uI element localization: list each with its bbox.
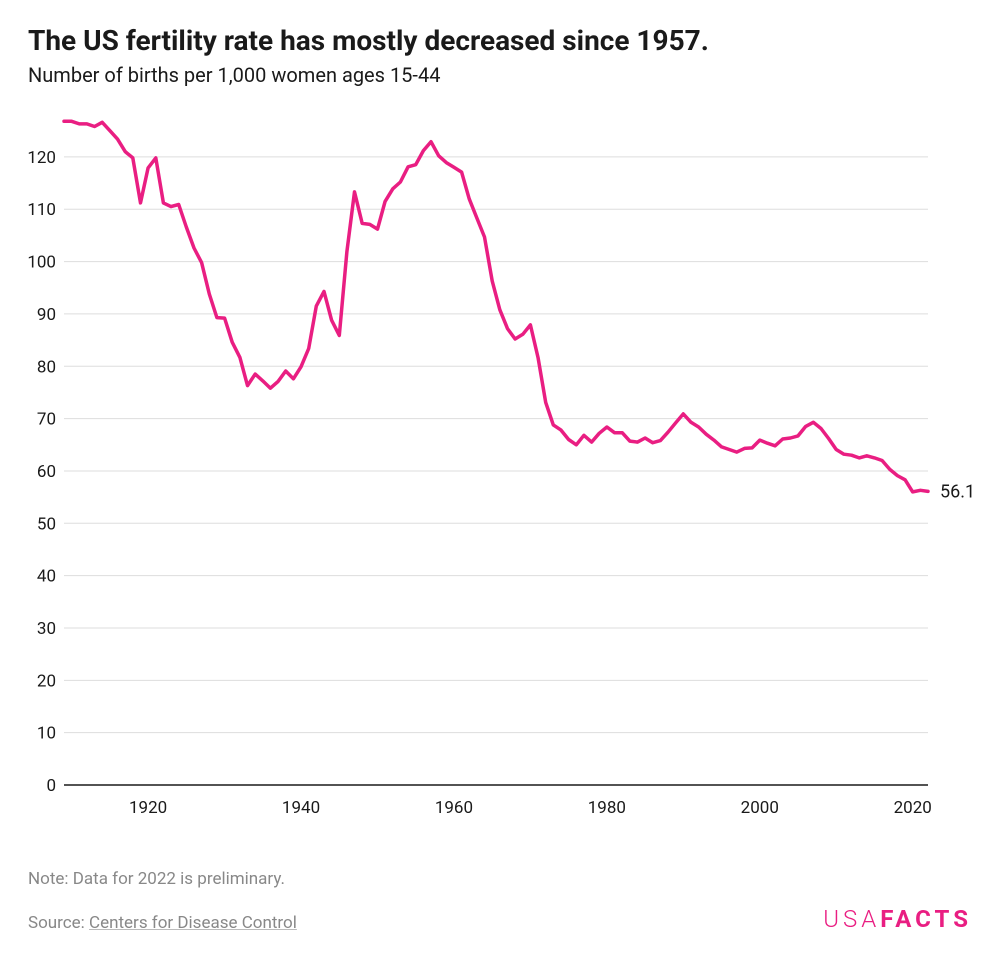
y-tick-label: 100 bbox=[28, 253, 56, 273]
y-tick-label: 30 bbox=[37, 619, 56, 639]
chart-container: The US fertility rate has mostly decreas… bbox=[0, 0, 1000, 953]
source-row: Source: Centers for Disease Control USAF… bbox=[28, 905, 972, 933]
logo-facts: FACTS bbox=[880, 905, 972, 933]
fertility-rate-line bbox=[64, 121, 928, 492]
x-tick-label: 1940 bbox=[282, 798, 320, 818]
y-tick-label: 70 bbox=[37, 410, 56, 430]
source-prefix: Source: bbox=[28, 913, 89, 933]
end-value-label: 56.1 bbox=[940, 481, 972, 502]
y-tick-label: 110 bbox=[28, 200, 56, 220]
chart-footer: Note: Data for 2022 is preliminary. Sour… bbox=[28, 869, 972, 933]
y-tick-label: 0 bbox=[46, 776, 56, 796]
y-tick-label: 60 bbox=[37, 462, 56, 482]
chart-area: 0 10 20 30 40 50 60 70 80 90 100 110 120 1920 1940 1960… bbox=[28, 105, 972, 835]
y-tick-label: 80 bbox=[37, 357, 56, 377]
chart-subtitle: Number of births per 1,000 women ages 15… bbox=[28, 63, 972, 87]
y-tick-label: 120 bbox=[28, 148, 56, 168]
source-text: Source: Centers for Disease Control bbox=[28, 913, 297, 933]
y-tick-label: 10 bbox=[37, 724, 56, 744]
y-tick-label: 40 bbox=[37, 567, 56, 587]
logo-usa: USA bbox=[823, 905, 880, 933]
y-tick-label: 90 bbox=[37, 305, 56, 325]
usafacts-logo: USAFACTS bbox=[823, 905, 972, 933]
y-tick-label: 50 bbox=[37, 514, 56, 534]
x-tick-label: 1920 bbox=[129, 798, 167, 818]
y-tick-label: 20 bbox=[37, 671, 56, 691]
source-link[interactable]: Centers for Disease Control bbox=[89, 913, 297, 933]
footnote: Note: Data for 2022 is preliminary. bbox=[28, 869, 972, 889]
chart-title: The US fertility rate has mostly decreas… bbox=[28, 24, 972, 57]
x-tick-label: 2000 bbox=[741, 798, 779, 818]
x-tick-label: 1960 bbox=[435, 798, 473, 818]
line-chart-svg: 0 10 20 30 40 50 60 70 80 90 100 110 120 1920 1940 1960… bbox=[28, 105, 972, 835]
x-tick-label: 1980 bbox=[588, 798, 626, 818]
x-tick-label: 2020 bbox=[894, 798, 932, 818]
